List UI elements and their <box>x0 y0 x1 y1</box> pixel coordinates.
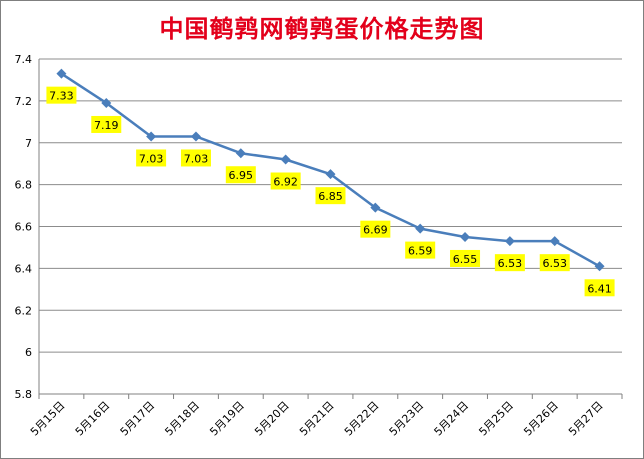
data-label: 6.95 <box>225 166 256 184</box>
data-point-marker <box>549 236 560 247</box>
data-label: 6.92 <box>270 172 301 190</box>
x-tick-label: 5月25日 <box>476 399 516 439</box>
grid-lines <box>39 58 622 353</box>
data-label-text: 7.19 <box>94 119 119 132</box>
data-labels: 7.33 7.19 7.03 7.03 6.95 6.92 6.85 6.69 6.59 6.55… <box>46 86 615 297</box>
y-tick-label: 7.4 <box>15 53 33 66</box>
x-tick-label: 5月27日 <box>566 399 606 439</box>
data-label: 6.85 <box>315 187 346 205</box>
data-label-text: 6.95 <box>229 169 254 182</box>
x-tick-label: 5月24日 <box>432 399 472 439</box>
data-point-marker <box>594 261 605 272</box>
x-tick-label: 5月22日 <box>342 399 382 439</box>
data-label: 6.55 <box>450 249 481 267</box>
x-tick-label: 5月15日 <box>28 399 68 439</box>
y-tick-label: 6.8 <box>15 179 33 192</box>
data-point-marker <box>146 131 157 142</box>
data-label-background <box>315 187 346 205</box>
data-point-marker <box>370 202 381 213</box>
data-label-background <box>405 241 436 259</box>
axes <box>38 59 623 399</box>
data-label-background <box>270 172 301 190</box>
x-tick-label: 5月17日 <box>118 399 158 439</box>
data-point-marker <box>101 97 112 108</box>
data-label-background <box>136 149 167 167</box>
data-label-background <box>494 254 525 272</box>
data-label: 7.19 <box>91 115 122 133</box>
y-tick-label: 7 <box>25 137 32 150</box>
data-label: 6.41 <box>584 279 615 297</box>
data-label-text: 6.53 <box>498 257 523 270</box>
x-tick-label: 5月20日 <box>252 399 292 439</box>
data-label: 7.03 <box>180 149 211 167</box>
data-label-background <box>225 166 256 184</box>
x-tick-label: 5月18日 <box>162 399 202 439</box>
data-label-text: 7.33 <box>49 90 74 103</box>
data-label-text: 6.85 <box>318 190 343 203</box>
data-point-marker <box>235 148 246 159</box>
data-label-text: 6.41 <box>587 282 612 295</box>
x-tick-label: 5月16日 <box>73 399 113 439</box>
data-label-background <box>450 249 481 267</box>
data-label-text: 6.59 <box>408 245 433 258</box>
data-point-marker <box>325 169 336 180</box>
data-point-marker <box>190 131 201 142</box>
data-label-background <box>584 279 615 297</box>
y-tick-label: 6 <box>25 346 32 359</box>
x-tick-label: 5月21日 <box>297 399 337 439</box>
data-label: 6.53 <box>494 254 525 272</box>
y-axis-tick-labels: 5.8 6 6.2 6.4 6.6 6.8 7 7.2 7.4 <box>15 53 33 401</box>
data-label-text: 6.92 <box>273 176 298 189</box>
chart-title: 中国鹌鹑网鹌鹑蛋价格走势图 <box>159 14 485 43</box>
data-label-text: 6.55 <box>453 253 478 266</box>
y-tick-label: 7.2 <box>15 95 33 108</box>
data-label-text: 7.03 <box>184 152 209 165</box>
data-label: 7.33 <box>46 86 77 104</box>
data-point-marker <box>280 154 291 165</box>
x-tick-label: 5月23日 <box>387 399 427 439</box>
data-label-text: 6.69 <box>363 224 388 237</box>
data-point-marker <box>415 223 426 234</box>
y-tick-label: 5.8 <box>15 388 33 401</box>
data-label: 6.69 <box>360 220 391 238</box>
data-label-background <box>360 220 391 238</box>
data-label-text: 7.03 <box>139 152 164 165</box>
x-tick-label: 5月26日 <box>521 399 561 439</box>
data-point-marker <box>504 236 515 247</box>
data-label-text: 6.53 <box>542 257 567 270</box>
y-tick-label: 6.6 <box>15 221 33 234</box>
data-point-marker <box>460 231 471 242</box>
y-tick-label: 6.4 <box>15 262 33 275</box>
x-tick-label: 5月19日 <box>207 399 247 439</box>
data-label-background <box>91 115 122 133</box>
x-axis-tick-labels: 5月15日 5月16日 5月17日 5月18日 5月19日 5月20日 5月21日 5月22日… <box>28 399 606 439</box>
data-point-marker <box>56 68 67 79</box>
data-label: 6.59 <box>405 241 436 259</box>
data-label-background <box>180 149 211 167</box>
data-label-background <box>46 86 77 104</box>
data-label: 6.53 <box>539 254 570 272</box>
data-label-background <box>539 254 570 272</box>
price-series <box>56 68 605 272</box>
y-tick-label: 6.2 <box>15 304 33 317</box>
data-label: 7.03 <box>136 149 167 167</box>
